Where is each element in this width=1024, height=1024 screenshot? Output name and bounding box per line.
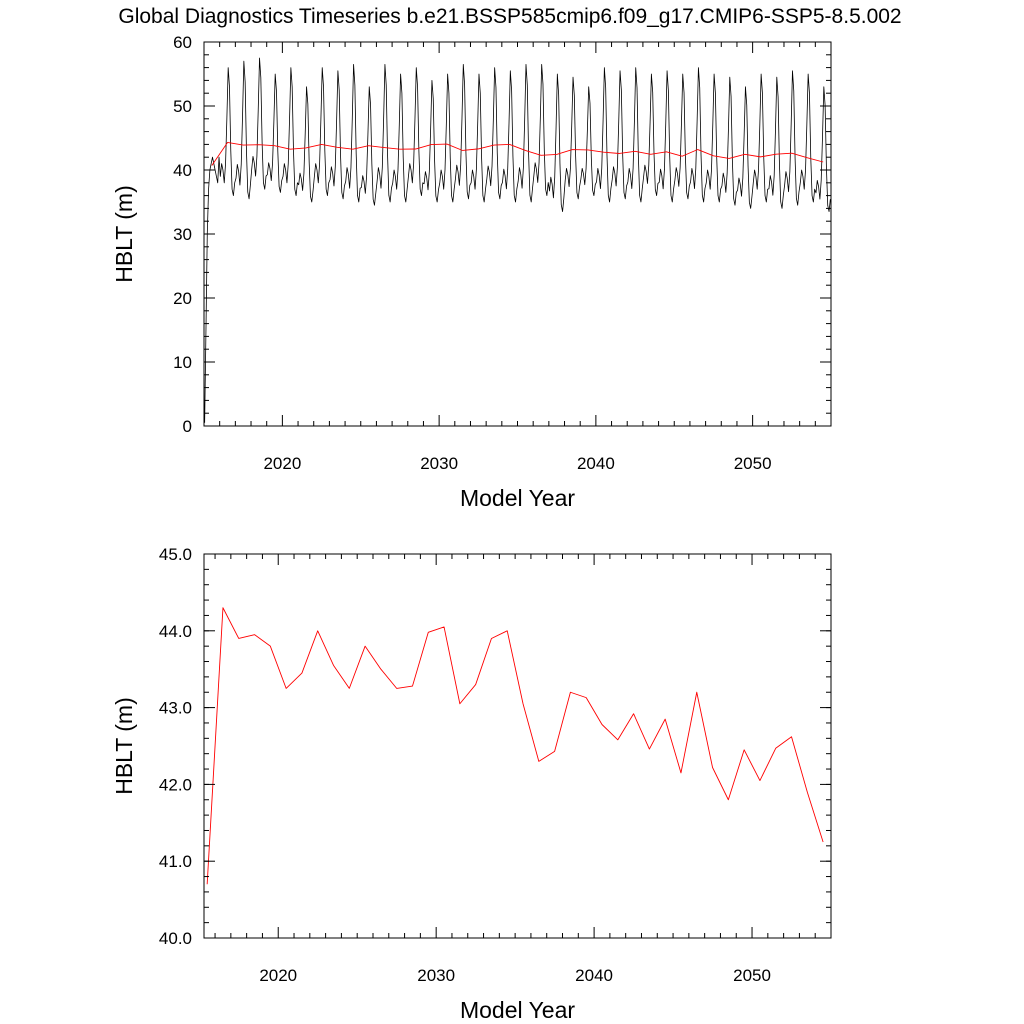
x-tick-label: 2040	[577, 454, 615, 473]
y-tick-label: 30	[173, 225, 192, 244]
y-axis-title: HBLT (m)	[111, 697, 137, 795]
x-tick-label: 2040	[575, 966, 613, 985]
series-line-monthly-0	[204, 57, 831, 423]
x-tick-label: 2030	[417, 966, 455, 985]
y-tick-label: 40	[173, 161, 192, 180]
x-axis-title: Model Year	[460, 485, 575, 511]
series-line-annual-mean-1	[211, 142, 824, 166]
figure-title: Global Diagnostics Timeseries b.e21.BSSP…	[118, 5, 901, 28]
series-line-annual-mean-0	[206, 607, 824, 885]
tick-marks	[203, 41, 832, 427]
y-tick-label: 20	[173, 289, 192, 308]
y-tick-label: 43.0	[159, 699, 192, 718]
x-tick-label: 2050	[733, 966, 771, 985]
y-tick-label: 44.0	[159, 622, 192, 641]
y-axis-title: HBLT (m)	[111, 185, 137, 283]
tick-marks	[204, 553, 832, 939]
plot-frame	[203, 41, 832, 427]
y-tick-label: 42.0	[159, 775, 192, 794]
y-tick-label: 0	[183, 417, 192, 436]
y-tick-label: 40.0	[159, 929, 192, 948]
y-tick-label: 50	[173, 97, 192, 116]
x-tick-label: 2030	[420, 454, 458, 473]
y-tick-label: 45.0	[159, 545, 192, 564]
x-axis-title: Model Year	[460, 997, 575, 1023]
x-tick-label: 2050	[734, 454, 772, 473]
panel-bottom-hblt-annual: 40.0 41.0 42.0 43.0 44.0 45.0 2020 2030 2040 2050…	[111, 545, 832, 1023]
x-tick-label: 2020	[259, 966, 297, 985]
x-tick-label: 2020	[263, 454, 301, 473]
y-tick-label: 60	[173, 33, 192, 52]
y-tick-label: 10	[173, 353, 192, 372]
plot-frame	[203, 553, 832, 939]
y-tick-label: 41.0	[159, 852, 192, 871]
